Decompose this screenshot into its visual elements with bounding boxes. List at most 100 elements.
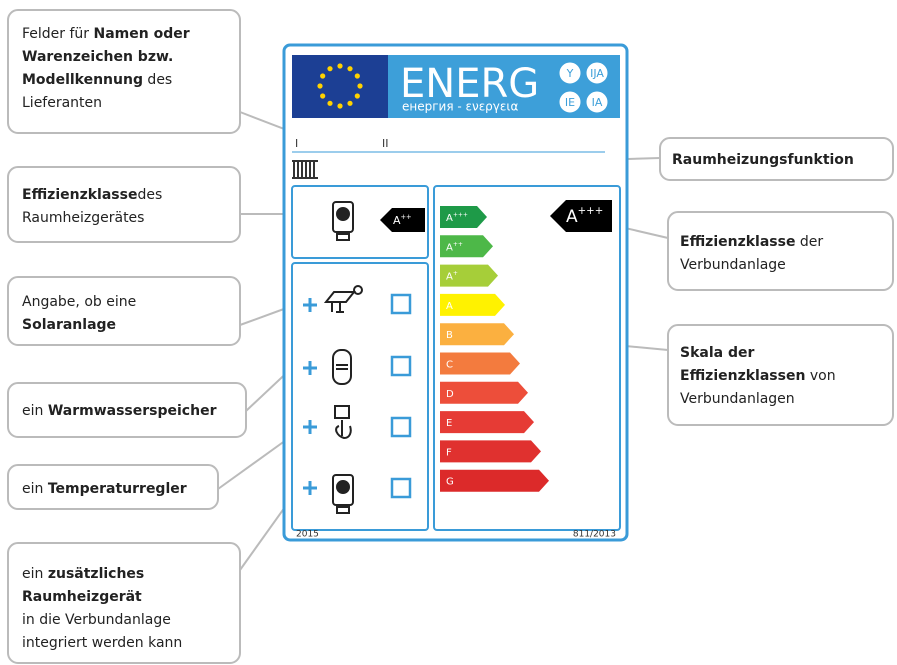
language-code: Y	[566, 67, 574, 80]
text-segment: Verbundanlage	[680, 257, 786, 273]
class-arrow	[440, 469, 549, 492]
label-year: 2015	[296, 530, 319, 540]
class-arrow	[440, 411, 534, 434]
text-segment: Raumheizgerätes	[22, 210, 144, 226]
text-segment: des	[137, 187, 162, 203]
class-arrow	[440, 323, 514, 346]
callout-text: Felder für Namen oder	[22, 26, 190, 42]
star	[354, 93, 360, 99]
star	[337, 103, 343, 109]
callout-box	[7, 276, 241, 346]
text-segment: integriert werden kann	[22, 635, 182, 651]
class-letter: C	[446, 360, 453, 371]
eu-stars	[317, 63, 363, 109]
text-segment: Effizienzklasse	[680, 234, 795, 250]
language-badge	[558, 61, 582, 85]
class-label: F	[446, 447, 452, 458]
class-letter: D	[446, 389, 454, 400]
callout-text: Angabe, ob eine	[22, 294, 136, 310]
star	[320, 93, 326, 99]
star	[357, 83, 363, 89]
text-segment: Solaranlage	[22, 317, 116, 333]
text-segment: zusätzliches	[48, 566, 144, 582]
callout-box	[7, 382, 247, 438]
class-sup: +	[453, 270, 458, 277]
text-segment: Felder für	[22, 26, 94, 42]
class-letter: F	[446, 447, 452, 458]
callout-text: Solaranlage	[22, 317, 116, 333]
callout-text: Raumheizgerätes	[22, 210, 144, 226]
class-label: A+	[446, 270, 458, 283]
text-segment: Modellkennung	[22, 72, 143, 88]
text-segment: ein	[22, 566, 48, 582]
language-badge	[585, 61, 609, 85]
text-segment: ein	[22, 481, 48, 497]
language-code: IJA	[590, 67, 604, 80]
star	[320, 73, 326, 79]
class-arrow	[440, 440, 541, 463]
class-label: A++	[446, 240, 463, 253]
label-frame	[282, 43, 629, 542]
class-sup: +++	[578, 206, 604, 217]
class-sup: +++	[453, 211, 468, 218]
text-segment: des	[143, 72, 172, 88]
package-class-arrow	[550, 200, 612, 232]
text-segment: Effizienzklassen	[680, 368, 805, 384]
callout-text: Lieferanten	[22, 95, 102, 111]
class-letter: A	[446, 301, 453, 312]
icons	[323, 201, 363, 514]
language-badge	[585, 90, 609, 114]
class-label: A+++	[446, 211, 468, 224]
class-label: E	[446, 418, 452, 429]
callout-text: Modellkennung des	[22, 72, 172, 88]
text-segment: von	[805, 368, 835, 384]
star	[347, 66, 353, 72]
callout-box	[7, 542, 241, 664]
callout-text: in die Verbundanlage	[22, 612, 171, 628]
heater-class: A++	[393, 213, 412, 227]
class-letter: A	[393, 214, 401, 227]
star	[347, 100, 353, 106]
class-arrow	[440, 206, 487, 228]
class-letter: G	[446, 477, 454, 488]
callout-text: Effizienzklassen von	[680, 368, 836, 384]
class-arrow	[440, 352, 520, 375]
star	[337, 63, 343, 69]
class-label: B	[446, 330, 453, 341]
callout-text: ein zusätzliches	[22, 566, 144, 582]
text-segment: Raumheizungsfunktion	[672, 152, 854, 168]
text-segment: Raumheizgerät	[22, 589, 142, 605]
text-segment: Temperaturregler	[48, 481, 187, 497]
plus-signs	[303, 298, 317, 495]
callout-box	[667, 324, 894, 426]
callout-box	[667, 211, 894, 291]
class-label: A	[446, 301, 453, 312]
text-segment: der	[795, 234, 823, 250]
callout-text: Effizienzklassedes	[22, 187, 162, 203]
callout-text: Verbundanlage	[680, 257, 786, 273]
star	[317, 83, 323, 89]
class-letter: A	[446, 272, 453, 283]
text-segment: Verbundanlagen	[680, 391, 795, 407]
heater-class-arrow	[380, 208, 425, 232]
energy-subtitle: енергия - ενεργεια	[402, 100, 518, 114]
callout-text: Skala der	[680, 345, 754, 361]
class-arrow	[440, 293, 505, 316]
callout-box	[7, 9, 241, 134]
callout-text: Effizienzklasse der	[680, 234, 823, 250]
class-letter: A	[566, 207, 578, 227]
class-letter: E	[446, 418, 452, 429]
star	[327, 66, 333, 72]
class-sup: ++	[453, 240, 463, 247]
class-label: D	[446, 389, 454, 400]
star	[327, 100, 333, 106]
text-segment: in die Verbundanlage	[22, 612, 171, 628]
text-segment: Warmwasserspeicher	[48, 403, 217, 419]
text-segment: Effizienzklasse	[22, 187, 137, 203]
class-sup: ++	[401, 213, 412, 221]
callout-text: Verbundanlagen	[680, 391, 795, 407]
field-marker: I	[295, 137, 298, 150]
text-segment: Namen oder	[94, 26, 190, 42]
callout-box	[659, 137, 894, 181]
